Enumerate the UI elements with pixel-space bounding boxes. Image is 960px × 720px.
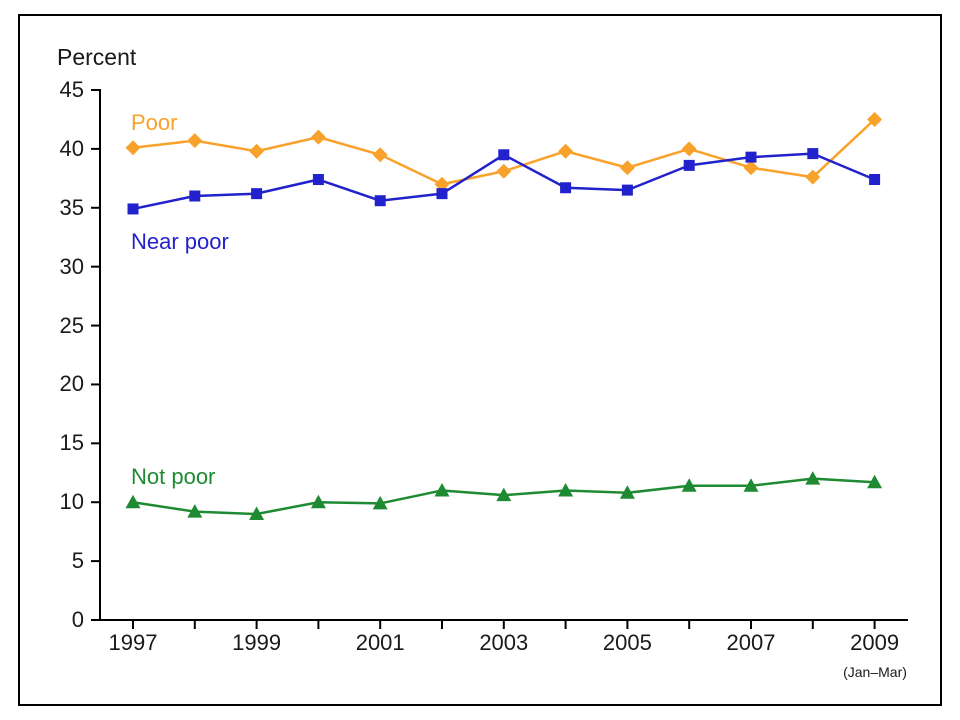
marker-diamond-poor <box>372 147 388 163</box>
y-tick-label: 30 <box>59 253 84 279</box>
marker-diamond-poor <box>681 141 697 157</box>
marker-square-near-poor <box>807 148 819 160</box>
marker-diamond-poor <box>805 169 821 185</box>
marker-triangle-not-poor <box>310 494 326 509</box>
marker-square-near-poor <box>436 188 448 200</box>
marker-triangle-not-poor <box>619 485 635 499</box>
x-tick-label: 2005 <box>602 630 652 655</box>
x-tick-label: 2003 <box>479 630 529 655</box>
marker-square-near-poor <box>869 174 881 186</box>
marker-diamond-poor <box>496 163 512 179</box>
y-tick-label: 45 <box>59 77 84 102</box>
marker-square-near-poor <box>251 188 263 200</box>
marker-triangle-not-poor <box>249 506 265 520</box>
marker-diamond-poor <box>619 160 635 176</box>
y-tick-label: 15 <box>59 430 84 456</box>
series-label-near-poor: Near poor <box>131 229 229 254</box>
chart-frame <box>18 14 942 706</box>
marker-diamond-poor <box>310 129 326 145</box>
x-tick-label: 2009 <box>850 630 900 655</box>
marker-square-near-poor <box>312 174 324 186</box>
y-tick-label: 25 <box>59 312 84 338</box>
y-tick-label: 10 <box>59 489 84 515</box>
marker-diamond-poor <box>249 143 265 159</box>
x-axis-note: (Jan–Mar) <box>843 664 907 680</box>
y-tick-label: 0 <box>71 607 84 632</box>
y-tick-label: 35 <box>59 194 84 220</box>
marker-diamond-poor <box>125 140 141 156</box>
y-tick-label: 40 <box>59 135 84 161</box>
x-tick-label: 1997 <box>108 630 158 655</box>
marker-diamond-poor <box>187 133 203 149</box>
series-label-poor: Poor <box>131 110 178 135</box>
marker-triangle-not-poor <box>867 474 883 489</box>
marker-diamond-poor <box>558 143 574 159</box>
y-axis-title: Percent <box>57 44 137 70</box>
marker-diamond-poor <box>434 176 450 192</box>
marker-triangle-not-poor <box>558 482 574 497</box>
marker-triangle-not-poor <box>187 504 203 518</box>
x-tick-label: 2001 <box>355 630 405 655</box>
marker-triangle-not-poor <box>681 478 697 492</box>
series-label-not-poor: Not poor <box>131 464 216 489</box>
marker-triangle-not-poor <box>496 487 512 502</box>
marker-triangle-not-poor <box>805 471 821 485</box>
marker-diamond-poor <box>743 160 759 176</box>
marker-square-near-poor <box>621 184 633 196</box>
marker-triangle-not-poor <box>743 478 759 492</box>
marker-triangle-not-poor <box>125 494 141 509</box>
marker-square-near-poor <box>498 149 510 161</box>
y-tick-label: 20 <box>59 371 84 397</box>
marker-triangle-not-poor <box>372 495 388 510</box>
marker-diamond-poor <box>867 111 883 127</box>
x-tick-label: 1999 <box>232 630 282 655</box>
marker-square-near-poor <box>560 182 572 194</box>
y-tick-label: 5 <box>71 548 84 574</box>
marker-square-near-poor <box>189 190 201 202</box>
marker-square-near-poor <box>683 159 695 171</box>
marker-triangle-not-poor <box>434 482 450 497</box>
marker-square-near-poor <box>374 195 386 207</box>
marker-square-near-poor <box>127 203 139 215</box>
marker-square-near-poor <box>745 151 757 163</box>
x-tick-label: 2007 <box>726 630 776 655</box>
series-line-near-poor <box>131 152 876 211</box>
